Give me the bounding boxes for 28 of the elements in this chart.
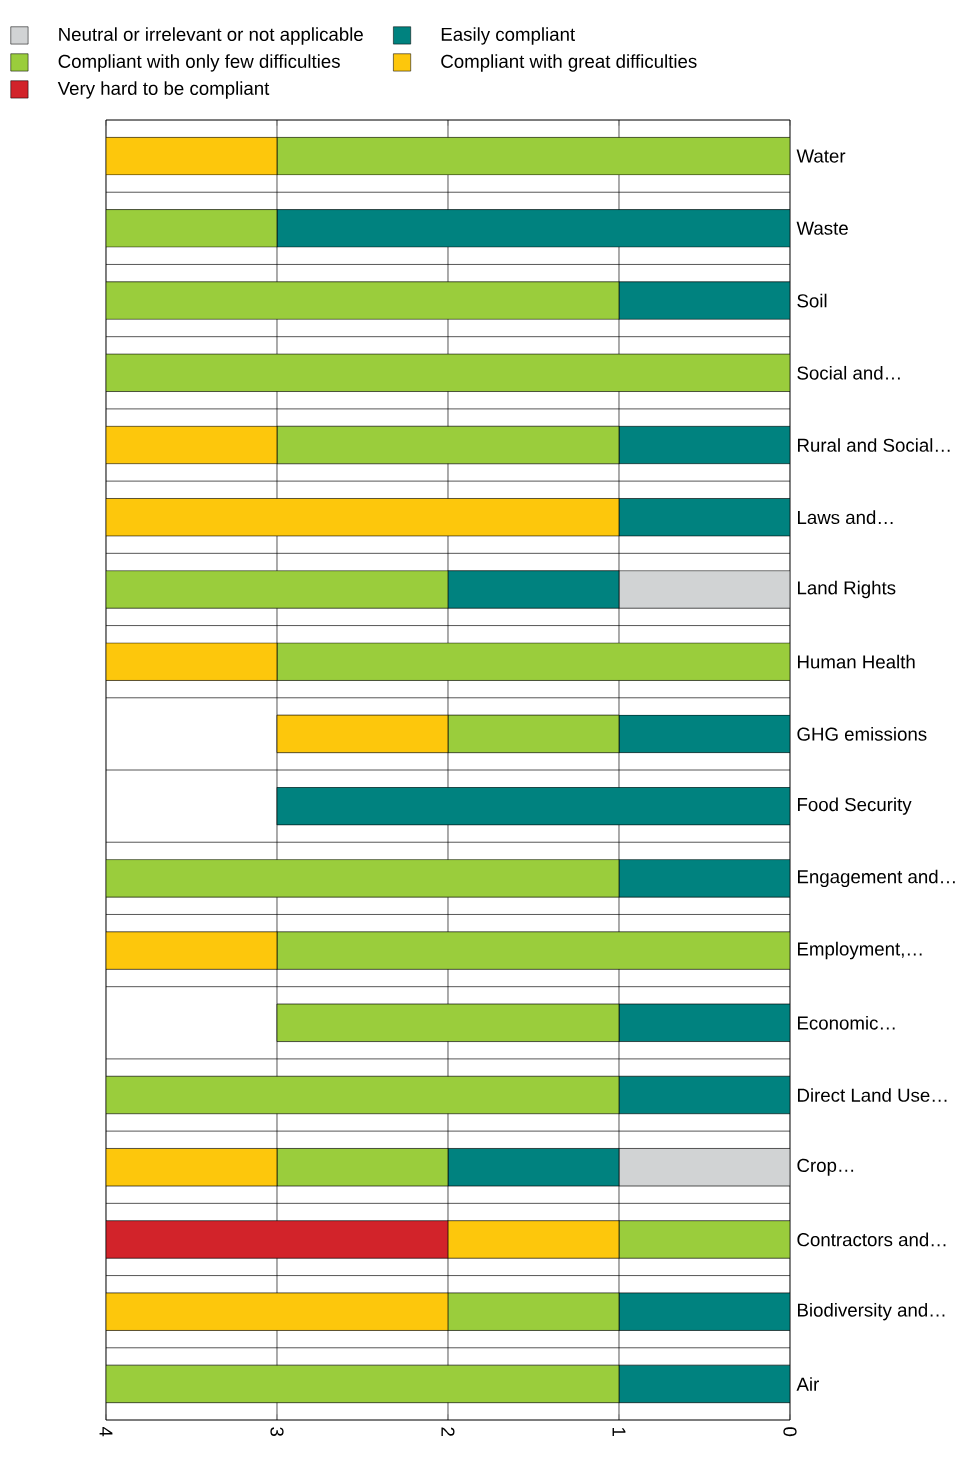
- y-tick-label: Engagement and…: [798, 869, 955, 888]
- x-tick-label: 1: [612, 1427, 626, 1436]
- y-tick-label: Biodiversity and…: [798, 1302, 945, 1321]
- y-tick-label: Rural and Social…: [798, 438, 950, 452]
- y-tick-label: Contractors and…: [797, 1232, 946, 1247]
- y-tick-label: Human Health: [798, 654, 915, 669]
- y-tick-label: Direct Land Use…: [798, 1088, 947, 1102]
- legend-label: Compliant with only few difficulties: [58, 54, 340, 72]
- y-tick-label: Social and…: [797, 365, 900, 380]
- y-tick-label: Waste: [796, 221, 848, 235]
- y-tick-label: Laws and…: [798, 510, 893, 525]
- y-tick-label: Air: [796, 1377, 819, 1391]
- legend-label: Neutral or irrelevant or not applicable: [59, 27, 363, 45]
- x-tick-label: 2: [441, 1427, 455, 1436]
- x-tick-label: 4: [99, 1426, 113, 1437]
- legend-label: Compliant with great difficulties: [441, 54, 697, 72]
- legend-label: Easily compliant: [441, 27, 576, 45]
- y-tick-label: GHG emissions: [797, 727, 927, 741]
- x-tick-label: 3: [270, 1427, 284, 1437]
- y-tick-label: Water: [796, 149, 846, 163]
- y-tick-label: Employment,…: [798, 941, 922, 960]
- y-tick-label: Soil: [797, 293, 827, 308]
- y-tick-label: Food Security: [798, 797, 912, 815]
- y-tick-label: Economic…: [798, 1015, 895, 1030]
- x-tick-label: 0: [783, 1427, 797, 1437]
- y-tick-label: Crop…: [797, 1158, 854, 1176]
- y-tick-label: Land Rights: [798, 580, 896, 599]
- legend-label: Very hard to be compliant: [57, 81, 270, 99]
